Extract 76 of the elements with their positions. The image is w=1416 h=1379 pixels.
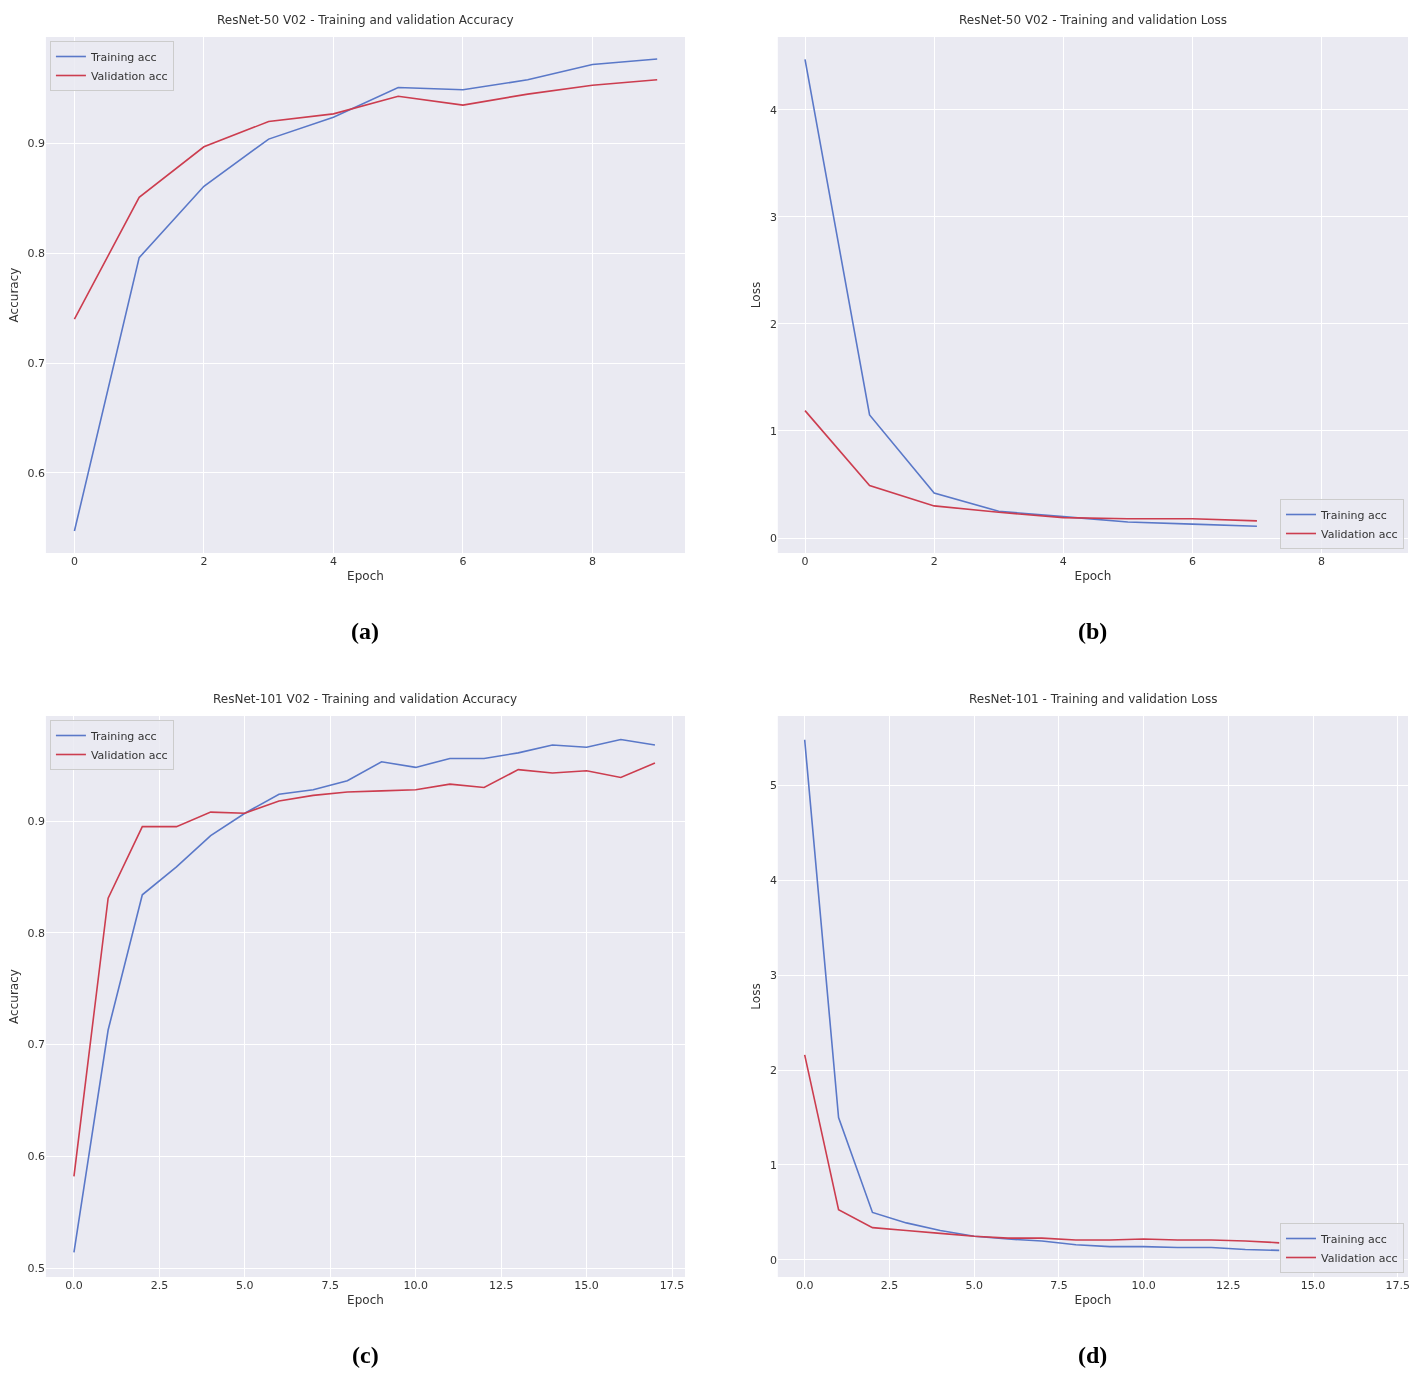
line-series: [804, 409, 1258, 522]
x-tick-label: 10.0: [1131, 1279, 1156, 1292]
y-axis-title: Accuracy: [6, 969, 21, 1024]
chart-title: ResNet-50 V02 - Training and validation Accuracy: [217, 13, 514, 27]
x-tick-label: 17.5: [1385, 1279, 1411, 1292]
chart-title: ResNet-101 - Training and validation Loss: [969, 692, 1218, 706]
x-tick-label: 2: [930, 555, 938, 568]
y-tick-label: 2: [769, 317, 777, 331]
legend-label: Training acc: [89, 729, 157, 743]
y-tick-label: 0.9: [27, 814, 45, 828]
x-tick-label: 6: [1188, 555, 1196, 568]
x-tick-label: 5.0: [965, 1279, 983, 1292]
legend-label: Validation acc: [1321, 1251, 1398, 1265]
line-series: [803, 1054, 1281, 1244]
text: (b): [1078, 618, 1108, 644]
text: (a): [351, 618, 379, 644]
y-tick-label: 0: [769, 531, 777, 545]
y-tick-label: 3: [769, 210, 777, 224]
y-tick-label: 4: [769, 103, 777, 117]
x-tick-label: 0.0: [65, 1279, 83, 1292]
legend-label: Training acc: [89, 50, 157, 64]
y-axis-title: Loss: [749, 281, 764, 309]
x-axis-title: Epoch: [1074, 1292, 1112, 1307]
x-tick-label: 8: [588, 555, 596, 568]
x-tick-label: 6: [459, 555, 467, 568]
y-tick-label: 0.9: [27, 137, 45, 151]
y-tick-label: 5: [769, 779, 777, 793]
y-axis-title: Loss: [749, 983, 764, 1010]
x-tick-label: 0: [801, 555, 809, 568]
x-axis-title: Epoch: [347, 568, 384, 583]
text: (d): [1078, 1342, 1108, 1368]
text: (c): [352, 1342, 379, 1368]
y-tick-label: 3: [769, 968, 777, 982]
y-tick-label: 0.8: [27, 926, 45, 940]
x-tick-label: 4: [329, 555, 337, 568]
x-tick-label: 15.0: [574, 1279, 599, 1292]
x-axis-title: Epoch: [347, 1292, 384, 1307]
x-tick-label: 0: [70, 555, 78, 568]
x-tick-label: 17.5: [659, 1279, 685, 1292]
line-series: [73, 79, 658, 320]
y-tick-label: 0: [769, 1253, 777, 1267]
x-tick-label: 8: [1318, 555, 1325, 568]
x-tick-label: 2.5: [880, 1279, 899, 1292]
y-tick-label: 2: [769, 1063, 777, 1077]
y-tick-label: 0.8: [27, 247, 45, 261]
y-tick-label: 0.6: [27, 1150, 45, 1164]
line-series: [803, 738, 1281, 1252]
legend-label: Validation acc: [1321, 527, 1398, 541]
y-tick-label: 0.6: [27, 466, 45, 480]
legend-label: Validation acc: [90, 748, 168, 762]
line-series: [73, 762, 656, 1178]
x-tick-label: 7.5: [321, 1279, 340, 1292]
x-tick-label: 4: [1059, 555, 1067, 568]
x-axis-title: Epoch: [1074, 568, 1112, 583]
y-tick-label: 0.7: [27, 356, 45, 370]
chart-title: ResNet-101 V02 - Training and validation Accuracy: [213, 692, 518, 706]
x-tick-label: 2.5: [150, 1279, 169, 1292]
legend-label: Training acc: [1320, 1232, 1387, 1246]
y-tick-label: 0.7: [27, 1038, 45, 1052]
chart-title: ResNet-50 V02 - Training and validation Loss: [959, 13, 1228, 27]
x-tick-label: 0.0: [795, 1279, 814, 1292]
y-tick-label: 1: [769, 1158, 777, 1172]
y-tick-label: 4: [769, 874, 777, 888]
y-tick-label: 0.5: [27, 1261, 45, 1275]
legend-label: Training acc: [1320, 508, 1387, 522]
x-tick-label: 12.5: [488, 1279, 514, 1292]
x-tick-label: 10.0: [403, 1279, 428, 1292]
x-tick-label: 15.0: [1300, 1279, 1326, 1292]
legend-label: Validation acc: [90, 69, 168, 83]
x-tick-label: 2: [200, 555, 208, 568]
x-tick-label: 5.0: [236, 1279, 254, 1292]
y-tick-label: 1: [769, 424, 777, 438]
line-series: [804, 58, 1258, 528]
y-axis-title: Accuracy: [6, 267, 21, 323]
x-tick-label: 12.5: [1216, 1279, 1241, 1292]
x-tick-label: 7.5: [1050, 1279, 1068, 1292]
